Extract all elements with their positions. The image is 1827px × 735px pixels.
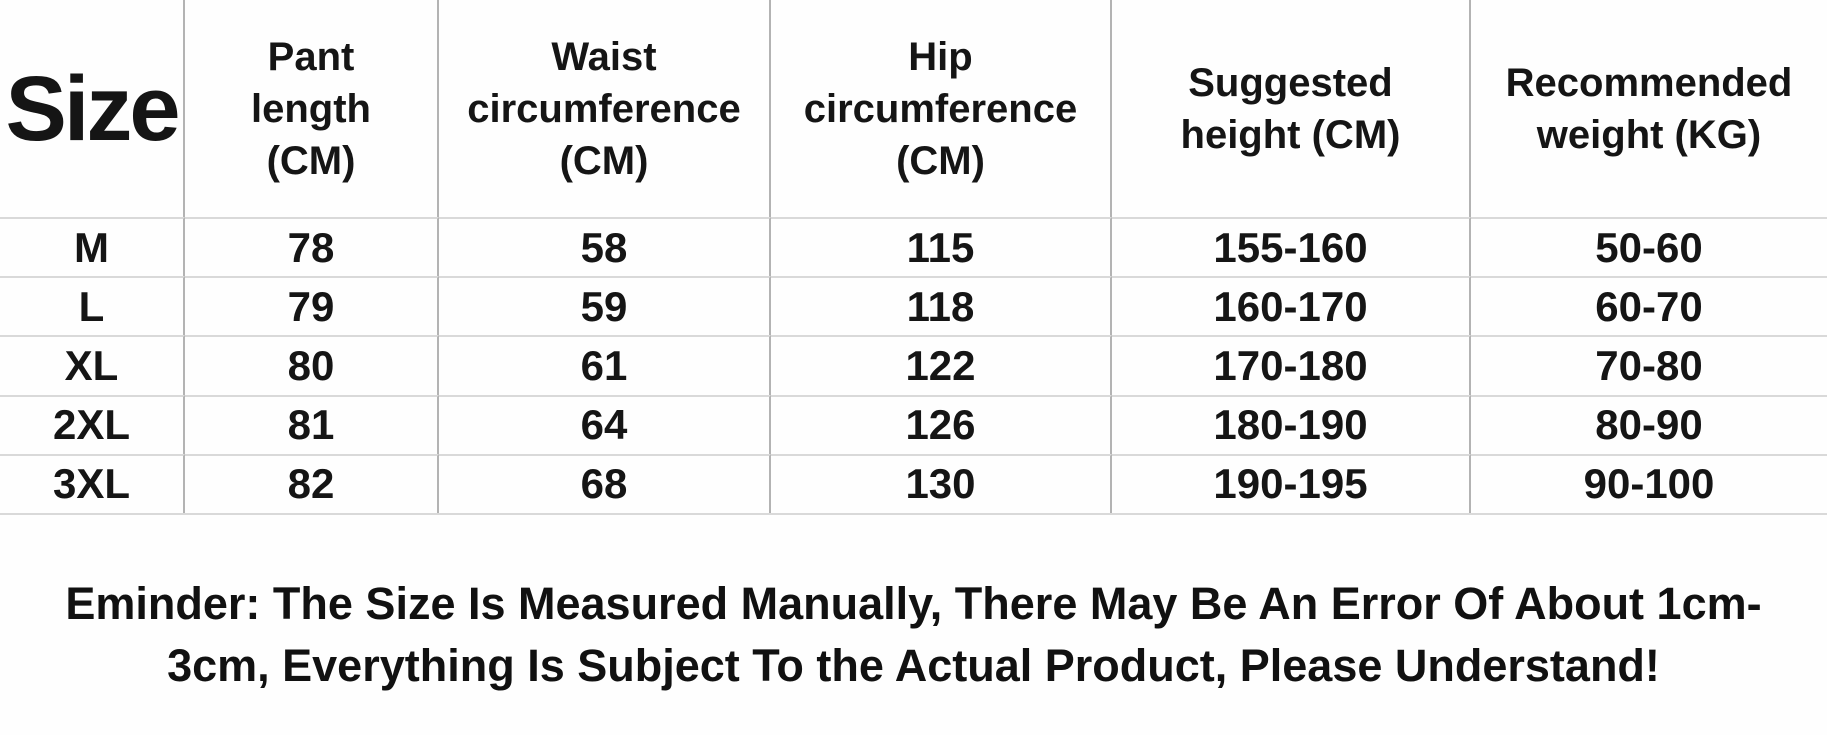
cell-weight: 50-60	[1471, 217, 1827, 276]
cell-waist: 59	[439, 276, 771, 336]
cell-hip: 115	[771, 217, 1112, 277]
cell-hip: 122	[771, 335, 1112, 395]
cell-waist: 58	[439, 217, 771, 277]
measurement-disclaimer: Eminder: The Size Is Measured Manually, …	[65, 577, 1762, 691]
cell-height: 160-170	[1112, 276, 1471, 336]
size-chart-table: Size Pant length (CM) Waist circumferenc…	[0, 0, 1827, 515]
cell-pant: 79	[185, 276, 439, 336]
cell-pant: 82	[185, 453, 439, 513]
cell-size: 3XL	[0, 453, 185, 513]
cell-weight: 90-100	[1471, 453, 1827, 513]
cell-pant: 78	[185, 217, 439, 277]
column-header-height: Suggested height (CM)	[1112, 0, 1471, 217]
cell-weight: 80-90	[1471, 394, 1827, 454]
cell-size: M	[0, 217, 185, 277]
cell-hip: 130	[771, 453, 1112, 513]
cell-height: 180-190	[1112, 394, 1471, 454]
cell-height: 190-195	[1112, 453, 1471, 513]
cell-waist: 68	[439, 453, 771, 513]
cell-waist: 61	[439, 335, 771, 395]
cell-weight: 60-70	[1471, 276, 1827, 335]
cell-pant: 80	[185, 335, 439, 395]
column-header-pant-length: Pant length (CM)	[185, 0, 439, 217]
cell-waist: 64	[439, 394, 771, 454]
cell-size: XL	[0, 335, 185, 395]
column-header-waist: Waist circumference (CM)	[439, 0, 771, 217]
cell-size: 2XL	[0, 394, 185, 454]
cell-height: 155-160	[1112, 217, 1471, 277]
column-header-size: Size	[0, 0, 185, 217]
cell-hip: 118	[771, 276, 1112, 336]
cell-hip: 126	[771, 394, 1112, 454]
column-header-hip: Hip circumference (CM)	[771, 0, 1112, 217]
column-header-weight: Recommended weight (KG)	[1505, 60, 1793, 157]
cell-size: L	[0, 276, 185, 336]
cell-weight: 70-80	[1471, 335, 1827, 394]
cell-height: 170-180	[1112, 335, 1471, 395]
cell-pant: 81	[185, 394, 439, 454]
